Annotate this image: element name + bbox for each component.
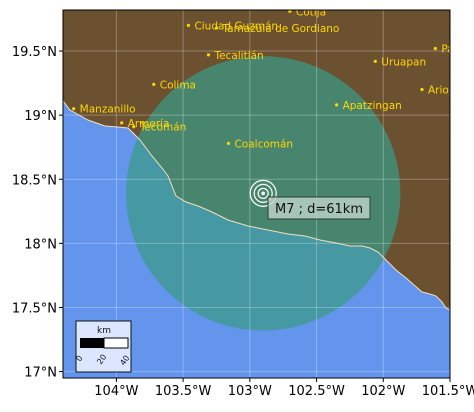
city-label: Coalcomán xyxy=(234,138,293,150)
scale-bar: km 0 20 40 xyxy=(74,320,132,373)
city-marker xyxy=(214,26,219,30)
lon-tick-label: 104°W xyxy=(94,384,138,399)
city-marker xyxy=(334,103,339,107)
lat-tick-label: 19.5°N xyxy=(12,45,57,60)
axis-labels: 104°W 103.5°W 103°W 102.5°W 102°W 101.5°W 17°N… xyxy=(12,45,474,399)
scale-bar-unit: km xyxy=(97,326,111,336)
epicenter-dot xyxy=(261,191,265,196)
epicenter-ring-middle xyxy=(253,183,273,203)
annotation-text: M7 ; d=61km xyxy=(275,202,363,217)
lon-tick-label: 103°W xyxy=(228,384,272,399)
city-marker xyxy=(226,141,231,145)
city-marker xyxy=(152,82,156,86)
lon-tick-label: 103.5°W xyxy=(155,384,212,399)
annotation-box xyxy=(267,196,371,220)
city-marker xyxy=(206,53,211,57)
lat-tick-label: 17.5°N xyxy=(12,301,57,316)
scale-bar-segment-white xyxy=(103,337,129,349)
city-label: Tamazula de Gordiano xyxy=(221,23,339,35)
lon-tick-label: 101.5°W xyxy=(422,384,474,399)
city-marker xyxy=(288,10,292,13)
lat-tick-label: 19°N xyxy=(24,109,57,124)
city-label: Armería xyxy=(128,118,170,130)
magnitude-annotation: M7 ; d=61km xyxy=(267,196,371,220)
city-label: Tecomán xyxy=(139,122,187,134)
epicenter-ring-inner xyxy=(257,187,269,199)
scale-bar-label-0: 0 xyxy=(74,354,84,363)
city-marker xyxy=(72,107,76,111)
city-marker xyxy=(186,23,191,27)
map-frame xyxy=(62,9,451,379)
city-marker xyxy=(420,87,424,92)
city-label: Pátz xyxy=(441,43,463,55)
city-marker xyxy=(132,125,136,129)
lon-tick-label: 102.5°W xyxy=(288,384,345,399)
coastline xyxy=(63,100,450,311)
epicenter-marker xyxy=(249,179,277,207)
city-label: Apatzingan xyxy=(343,100,402,112)
scale-bar-segment-black xyxy=(80,338,104,348)
city-marker xyxy=(373,59,377,63)
city-label: Manzanillo xyxy=(80,104,136,116)
lon-tick-label: 102°W xyxy=(361,384,405,399)
lat-tick-label: 18.5°N xyxy=(12,173,57,188)
lat-tick-label: 17°N xyxy=(24,366,57,381)
city-label: Ario de xyxy=(428,84,465,96)
city-label: Uruapan xyxy=(381,56,426,68)
city-marker xyxy=(120,121,124,125)
city-label: Colima xyxy=(160,79,196,91)
graticule xyxy=(63,10,450,378)
epicenter-ring-outer xyxy=(249,179,277,207)
city-label: Ciudad Guzmán xyxy=(194,20,278,32)
city-label: Tecalitlán xyxy=(213,50,263,62)
city-label: Cotija xyxy=(296,6,326,18)
lat-tick-label: 18°N xyxy=(24,237,57,252)
city-marker xyxy=(433,46,437,51)
